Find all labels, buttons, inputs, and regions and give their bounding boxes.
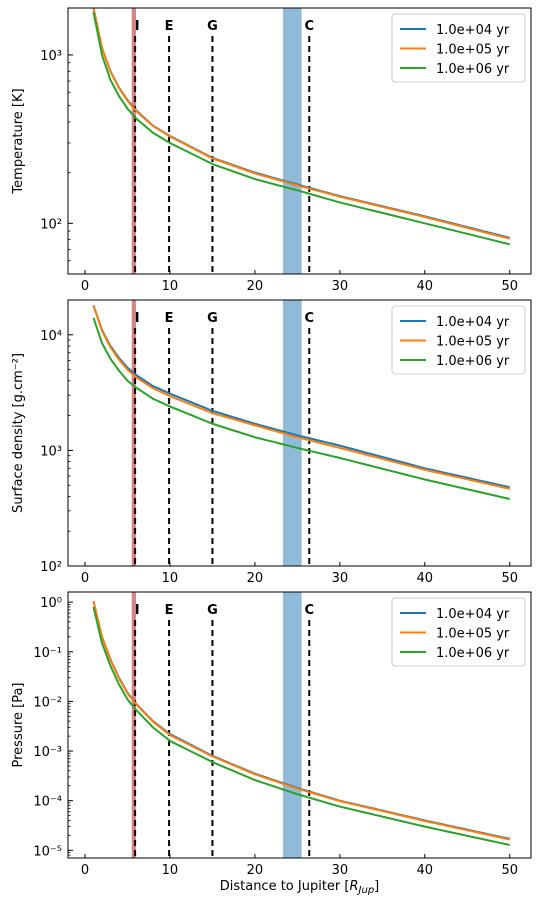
x-tick-label: 50 <box>501 279 518 294</box>
marker-label-E: E <box>165 603 174 618</box>
x-tick-label: 20 <box>247 863 264 878</box>
y-axis-label: Temperature [K] <box>11 88 26 194</box>
y-tick-label: 10⁰ <box>40 596 62 611</box>
x-tick-label: 10 <box>162 279 179 294</box>
y-tick-label: 10² <box>40 217 62 232</box>
chart-panel-1: I E G C 0 10 20 30 40 50 10² 10³ Temperature [K] 1.0e… <box>11 7 532 294</box>
y-tick-label: 10⁴ <box>40 329 62 344</box>
legend-label-3: 1.0e+06 yr <box>436 62 510 77</box>
legend-label-2: 1.0e+05 yr <box>436 627 510 642</box>
x-tick-label: 50 <box>501 863 518 878</box>
plot-area <box>92 300 510 566</box>
axes-frame <box>67 7 532 275</box>
y-tick-label: 10⁻² <box>33 695 62 710</box>
y-axis-label: Pressure [Pa] <box>11 682 26 767</box>
legend-box <box>391 305 526 375</box>
marker-label-G: G <box>207 19 218 34</box>
y-tick-label: 10³ <box>40 49 62 64</box>
x-tick-label: 40 <box>417 279 434 294</box>
legend-box <box>391 13 526 83</box>
chart-panel-2: I E G C 0 10 20 30 40 50 10² 10³ 10⁴ Surface density … <box>11 299 532 586</box>
legend-label-2: 1.0e+05 yr <box>436 335 510 350</box>
marker-label-E: E <box>165 19 174 34</box>
marker-label-G: G <box>207 311 218 326</box>
legend-label-1: 1.0e+04 yr <box>436 315 510 330</box>
x-axis-label: Distance to Jupiter [RJup] <box>220 879 380 896</box>
series-line-2 <box>92 8 511 240</box>
marker-label-G: G <box>207 603 218 618</box>
y-axis-label: Surface density [g.cm⁻²] <box>11 353 26 513</box>
plot-area <box>92 8 511 274</box>
x-tick-label: 40 <box>417 571 434 586</box>
legend-box <box>391 597 526 667</box>
legend-label-3: 1.0e+06 yr <box>436 646 510 661</box>
x-tick-label: 20 <box>247 279 264 294</box>
shaded-band-1 <box>131 8 136 274</box>
x-tick-label: 0 <box>81 863 89 878</box>
x-tick-label: 30 <box>332 863 349 878</box>
marker-label-I: I <box>135 311 140 326</box>
axes-frame <box>67 299 532 567</box>
x-tick-label: 0 <box>81 279 89 294</box>
y-tick-label: 10⁻¹ <box>33 646 62 661</box>
shaded-band-2 <box>282 8 302 274</box>
y-tick-label: 10² <box>40 560 62 575</box>
shaded-band-2 <box>282 592 302 858</box>
y-tick-label: 10³ <box>40 444 62 459</box>
x-tick-label: 0 <box>81 571 89 586</box>
chart-panel-3: I E G C 0 10 20 30 40 50 10⁻⁵ 10⁻⁴ 10⁻³ 10⁻² 10⁻¹ 10⁰ Pr… <box>11 591 532 896</box>
series-line-3 <box>92 606 510 846</box>
y-tick-label: 10⁻⁴ <box>33 795 62 810</box>
x-tick-label: 10 <box>162 863 179 878</box>
marker-label-C: C <box>304 19 314 34</box>
legend-label-1: 1.0e+04 yr <box>436 607 510 622</box>
legend-label-3: 1.0e+06 yr <box>436 354 510 369</box>
plot-area <box>92 592 510 858</box>
series-line-2 <box>92 600 510 841</box>
axes-frame <box>67 591 532 859</box>
series-line-3 <box>92 11 510 246</box>
marker-label-E: E <box>165 311 174 326</box>
marker-label-C: C <box>304 603 314 618</box>
marker-label-I: I <box>135 603 140 618</box>
marker-label-I: I <box>135 19 140 34</box>
legend-label-2: 1.0e+05 yr <box>436 43 510 58</box>
x-tick-label: 30 <box>332 571 349 586</box>
x-tick-label: 20 <box>247 571 264 586</box>
y-tick-label: 10⁻³ <box>33 745 62 760</box>
series-line-2 <box>92 304 510 490</box>
x-tick-label: 40 <box>417 863 434 878</box>
shaded-band-1 <box>131 300 136 566</box>
x-tick-label: 10 <box>162 571 179 586</box>
series-line-3 <box>92 317 510 500</box>
legend-label-1: 1.0e+04 yr <box>436 23 510 38</box>
marker-label-C: C <box>304 311 314 326</box>
x-tick-label: 50 <box>501 571 518 586</box>
x-tick-label: 30 <box>332 279 349 294</box>
y-tick-label: 10⁻⁵ <box>33 844 62 859</box>
shaded-band-1 <box>131 592 136 858</box>
